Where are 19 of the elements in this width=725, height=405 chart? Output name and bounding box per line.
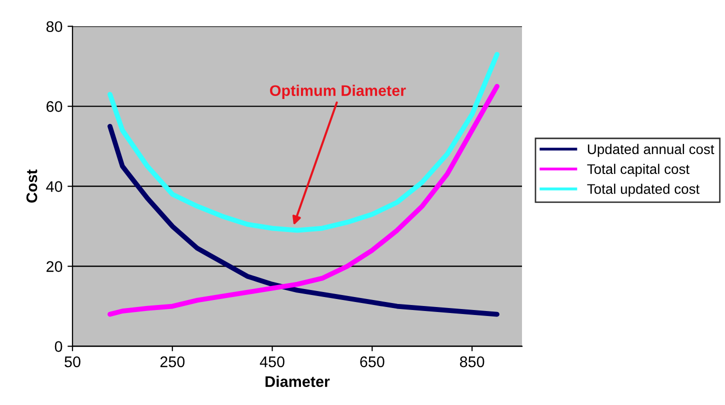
y-tick-label: 20	[46, 261, 62, 272]
legend-label: Total capital cost	[587, 164, 690, 177]
y-axis-title: Cost	[26, 170, 38, 203]
y-tick-label: 40	[46, 181, 62, 192]
x-tick-label: 50	[64, 356, 80, 368]
x-tick-label: 250	[160, 356, 185, 368]
x-axis-title: Diameter	[266, 376, 330, 388]
y-tick-label: 80	[46, 21, 62, 32]
line-series	[108, 84, 500, 317]
x-tick-label: 450	[260, 356, 284, 368]
legend-label: Total updated cost	[587, 184, 700, 197]
y-tick-label: 0	[54, 341, 62, 352]
line-series	[108, 52, 500, 233]
legend-label: Updated annual cost	[588, 144, 714, 157]
y-tick-label: 60	[46, 101, 62, 112]
x-tick-label: 850	[460, 356, 484, 368]
annotation: Optimum Diameter	[270, 84, 406, 100]
line-series	[108, 124, 500, 317]
x-tick-label: 650	[360, 356, 384, 368]
